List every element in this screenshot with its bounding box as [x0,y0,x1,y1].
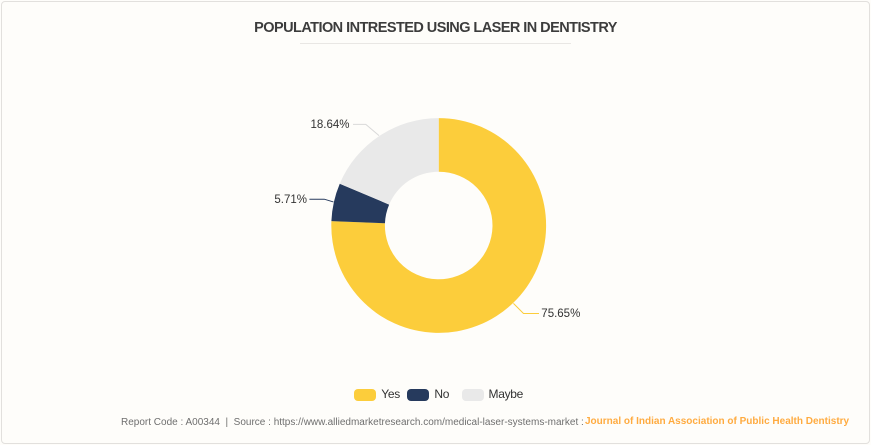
svg-text:18.64%: 18.64% [310,119,349,131]
svg-text:5.71%: 5.71% [274,194,307,206]
svg-text:75.65%: 75.65% [541,308,580,320]
